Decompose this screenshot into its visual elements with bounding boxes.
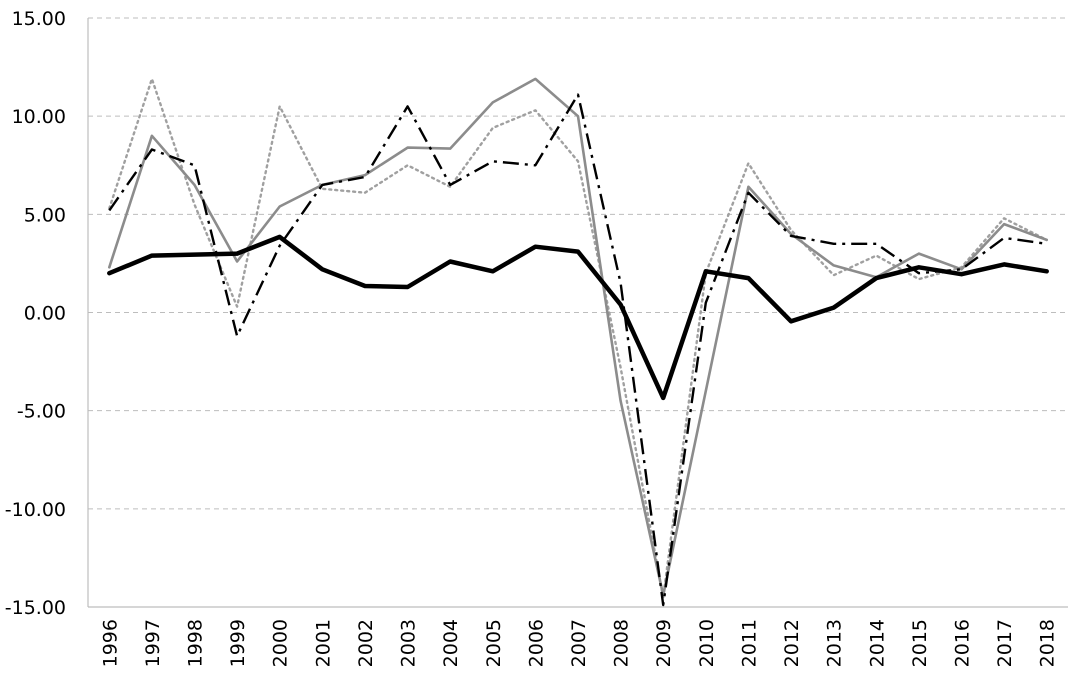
gridlines bbox=[88, 17, 1068, 608]
y-tick-label: 0.00 bbox=[24, 303, 66, 325]
x-tick-label: 2005 bbox=[483, 619, 505, 667]
x-tick-label: 2013 bbox=[824, 619, 846, 667]
x-tick-label: 2001 bbox=[312, 619, 334, 667]
series-line-1 bbox=[107, 234, 1049, 401]
y-tick-label: -10.00 bbox=[5, 499, 66, 521]
series-line-2 bbox=[108, 77, 1048, 597]
x-tick-label: 1997 bbox=[142, 619, 164, 667]
x-tick-label: 2018 bbox=[1037, 619, 1059, 667]
x-tick-label: 2015 bbox=[909, 619, 931, 667]
y-tick-label: 10.00 bbox=[12, 106, 66, 128]
x-tick-label: 2004 bbox=[440, 619, 462, 667]
x-tick-label: 1998 bbox=[185, 619, 207, 667]
x-tick-label: 1996 bbox=[99, 619, 121, 667]
x-tick-label: 2014 bbox=[866, 619, 888, 667]
y-tick-label: 15.00 bbox=[12, 8, 66, 30]
x-tick-label: 2006 bbox=[525, 619, 547, 667]
x-tick-label: 2002 bbox=[355, 619, 377, 667]
x-tick-label: 2000 bbox=[270, 619, 292, 667]
x-axis-tick-labels: 1996 1997 1998 1999 2000 2001 2002 2003 2004 2005… bbox=[99, 619, 1058, 667]
y-axis-tick-labels: -15.00 -10.00 -5.00 0.00 5.00 10.00 15.00 bbox=[5, 8, 66, 619]
y-tick-label: 5.00 bbox=[24, 204, 66, 226]
x-tick-label: 2008 bbox=[611, 619, 633, 667]
x-tick-label: 2009 bbox=[653, 619, 675, 667]
x-tick-label: 2011 bbox=[738, 619, 760, 667]
series-line-4 bbox=[108, 93, 1047, 607]
series-lines bbox=[107, 77, 1049, 607]
y-tick-label: -5.00 bbox=[17, 401, 66, 423]
x-tick-label: 2003 bbox=[398, 619, 420, 667]
x-tick-label: 2017 bbox=[994, 619, 1016, 667]
x-tick-label: 2016 bbox=[951, 619, 973, 667]
y-tick-label: -15.00 bbox=[5, 597, 66, 619]
x-tick-label: 1999 bbox=[227, 619, 249, 667]
series-line-3 bbox=[108, 77, 1048, 599]
x-tick-label: 2012 bbox=[781, 619, 803, 667]
x-tick-label: 2010 bbox=[696, 619, 718, 667]
x-tick-label: 2007 bbox=[568, 619, 590, 667]
